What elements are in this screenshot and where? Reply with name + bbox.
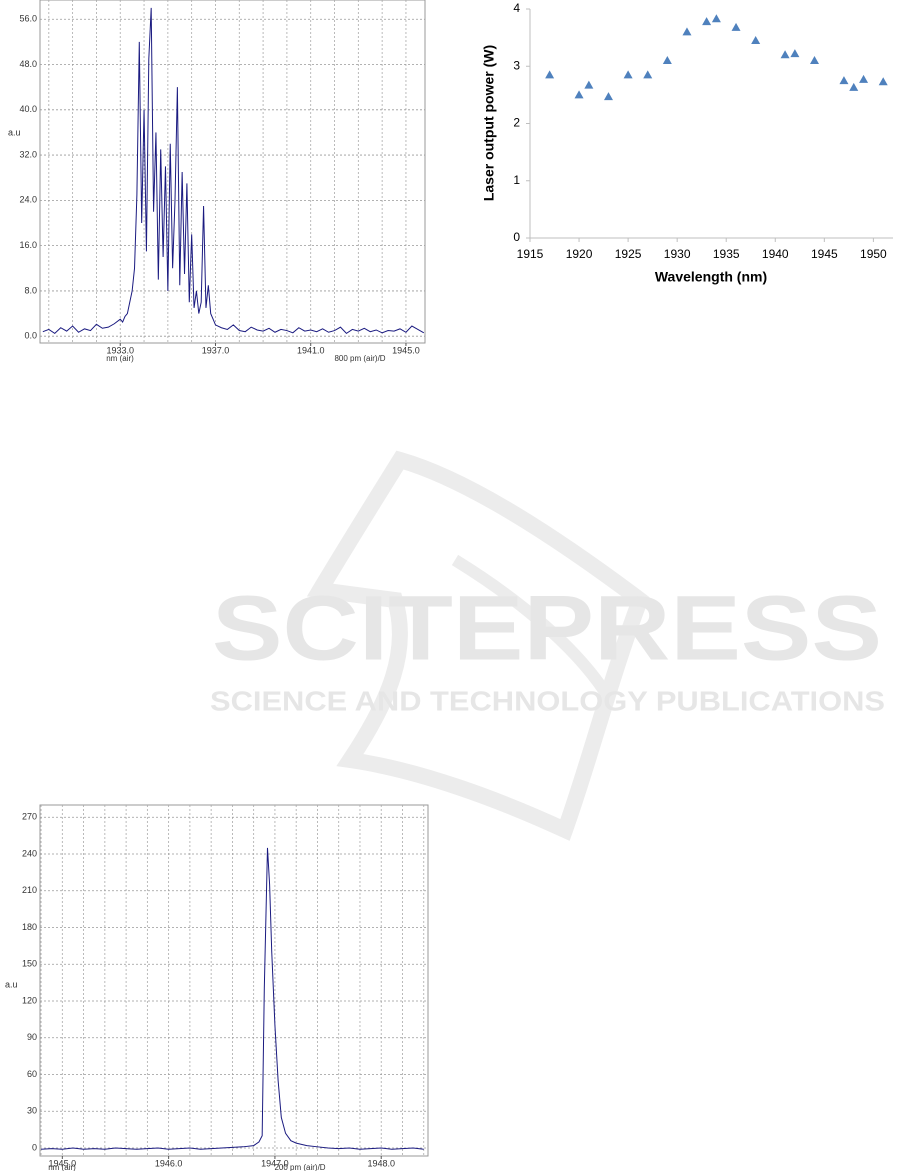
data-point [603, 92, 613, 101]
y-tick-label: 4 [513, 1, 520, 15]
x-axis-note: 200 pm (air)/D [274, 1163, 325, 1171]
y-tick-label: 40.0 [19, 104, 37, 114]
watermark-title: SCITEPRESS [212, 577, 882, 679]
y-tick-label: 32.0 [19, 149, 37, 159]
y-tick-label: 240 [22, 848, 37, 858]
x-tick-label: 1947.0 [261, 1158, 289, 1168]
y-tick-label: 16.0 [19, 240, 37, 250]
data-point [584, 80, 594, 89]
x-axis-note: 800 pm (air)/D [334, 354, 385, 363]
y-tick-label: 180 [22, 922, 37, 932]
x-tick-label: 1935 [713, 247, 740, 261]
data-point [878, 77, 888, 86]
x-tick-label: 1925 [615, 247, 642, 261]
x-tick-label: 1937.0 [202, 345, 230, 355]
y-axis-label: a.u [8, 127, 21, 137]
data-point [731, 22, 741, 31]
x-tick-label: 1945 [811, 247, 838, 261]
watermark: SCITEPRESS SCIENCE AND TECHNOLOGY PUBLIC… [210, 450, 885, 841]
data-point [702, 17, 712, 26]
y-tick-label: 30 [27, 1106, 37, 1116]
y-tick-label: 90 [27, 1032, 37, 1042]
y-tick-label: 60 [27, 1069, 37, 1079]
x-tick-label: 1933.0 [106, 345, 134, 355]
spectrum-line [42, 7, 425, 335]
x-tick-label: 1946.0 [155, 1158, 183, 1168]
y-tick-label: 2 [513, 116, 520, 130]
y-axis-label: a.u [5, 979, 18, 989]
x-tick-label: 1950 [860, 247, 887, 261]
data-point [682, 27, 692, 36]
plot-frame [39, 804, 429, 1157]
data-point [849, 82, 859, 91]
data-point [810, 56, 820, 65]
data-point [780, 50, 790, 59]
x-axis-label: nm (air) [48, 1163, 76, 1171]
y-tick-label: 1 [513, 173, 520, 187]
y-tick-label: 270 [22, 812, 37, 822]
data-point [643, 70, 653, 79]
x-axis-label: nm (air) [106, 354, 134, 363]
data-point [623, 70, 633, 79]
x-tick-label: 1940 [762, 247, 789, 261]
data-point [751, 35, 761, 44]
data-point [662, 56, 672, 65]
data-point [711, 14, 721, 23]
y-tick-label: 150 [22, 959, 37, 969]
watermark-logo [306, 450, 650, 841]
data-point [790, 49, 800, 58]
y-tick-label: 0 [513, 230, 520, 244]
data-point [839, 76, 849, 85]
y-axis-label: Laser output power (W) [481, 45, 497, 201]
x-axis-label: Wavelength (nm) [655, 269, 767, 285]
x-tick-label: 1920 [566, 247, 593, 261]
y-tick-label: 48.0 [19, 59, 37, 69]
watermark-logo [451, 554, 616, 704]
y-tick-label: 56.0 [19, 14, 37, 24]
y-tick-label: 0.0 [24, 331, 37, 341]
plot-frame [39, 0, 426, 344]
x-tick-label: 1915 [517, 247, 544, 261]
y-tick-label: 24.0 [19, 195, 37, 205]
y-tick-label: 120 [22, 995, 37, 1005]
x-tick-label: 1941.0 [297, 345, 325, 355]
y-tick-label: 8.0 [24, 285, 37, 295]
x-tick-label: 1930 [664, 247, 691, 261]
y-tick-label: 0 [32, 1142, 37, 1152]
watermark-subtitle: SCIENCE AND TECHNOLOGY PUBLICATIONS [210, 685, 885, 716]
y-tick-label: 210 [22, 885, 37, 895]
data-point [545, 70, 555, 79]
y-tick-label: 3 [513, 58, 520, 72]
x-tick-label: 1948.0 [367, 1158, 395, 1168]
x-tick-label: 1945.0 [392, 345, 420, 355]
data-point [574, 90, 584, 99]
x-tick-label: 1945.0 [49, 1158, 77, 1168]
data-point [859, 74, 869, 83]
spectrum-line [41, 847, 424, 1150]
